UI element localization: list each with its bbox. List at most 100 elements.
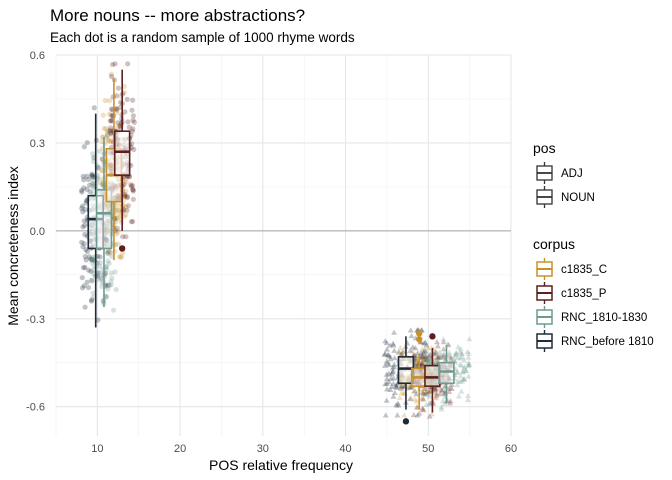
data-point: [447, 354, 454, 360]
data-point: [419, 360, 426, 367]
data-point: [419, 405, 426, 411]
data-point: [424, 356, 431, 362]
data-point: [88, 256, 94, 262]
legend-corpus-label: RNC_before 1810: [561, 336, 654, 348]
data-point: [97, 254, 103, 260]
x-axis-title: POS relative frequency: [209, 457, 353, 473]
boxplots: [87, 69, 455, 425]
data-point: [112, 61, 118, 67]
data-point: [421, 346, 428, 352]
data-point: [426, 357, 433, 363]
data-point: [390, 368, 397, 374]
data-point: [106, 282, 112, 288]
data-point: [424, 344, 431, 351]
data-point: [90, 183, 96, 189]
data-point: [398, 389, 405, 395]
data-point: [418, 354, 425, 361]
data-point: [431, 386, 438, 392]
data-point: [458, 378, 465, 384]
data-point: [81, 241, 87, 247]
data-point: [124, 207, 130, 214]
data-point: [97, 263, 103, 269]
data-point: [391, 363, 398, 370]
data-point: [129, 128, 135, 134]
data-point: [102, 97, 108, 104]
data-point: [90, 151, 96, 157]
x-tick-label: 20: [174, 443, 186, 455]
data-point: [104, 266, 110, 272]
data-point: [90, 290, 96, 296]
data-point: [98, 167, 105, 173]
data-point: [453, 350, 460, 356]
box-outlier: [402, 418, 410, 425]
data-point: [129, 107, 135, 113]
data-point: [412, 355, 419, 361]
data-point: [115, 207, 122, 214]
data-point: [432, 386, 439, 392]
data-point: [390, 375, 397, 381]
data-point: [389, 365, 396, 371]
data-point: [422, 390, 429, 396]
data-point: [407, 395, 414, 402]
data-point: [432, 359, 439, 365]
data-point: [440, 351, 447, 357]
data-point: [388, 371, 395, 377]
data-point: [391, 329, 398, 335]
data-point: [458, 351, 465, 357]
data-point: [390, 393, 397, 399]
data-point: [103, 264, 109, 270]
data-point: [394, 412, 401, 418]
data-point: [453, 351, 460, 357]
data-point: [395, 349, 402, 355]
data-point: [438, 352, 445, 359]
data-point: [425, 360, 432, 366]
data-point: [418, 396, 425, 402]
data-point: [86, 182, 93, 188]
data-point: [114, 225, 120, 231]
box-body: [113, 130, 131, 176]
data-point: [419, 346, 426, 352]
data-point: [393, 402, 400, 408]
data-point: [108, 129, 115, 136]
data-point: [384, 386, 391, 392]
data-point: [385, 370, 392, 376]
data-point: [108, 137, 114, 144]
data-point: [381, 351, 388, 357]
data-point: [106, 138, 112, 144]
data-point: [79, 285, 86, 291]
data-point: [90, 267, 96, 274]
data-point: [432, 394, 439, 400]
y-tick-label: 0.6: [30, 50, 45, 62]
data-point: [419, 389, 426, 395]
data-point: [432, 385, 439, 391]
data-point: [436, 354, 443, 360]
data-point: [393, 383, 400, 389]
data-point: [84, 173, 90, 179]
data-point: [398, 350, 405, 356]
data-point: [119, 254, 125, 260]
data-point: [122, 109, 128, 115]
data-point: [392, 382, 399, 388]
data-point: [387, 342, 394, 348]
data-point: [80, 265, 87, 271]
data-point: [465, 373, 472, 379]
data-point: [90, 270, 96, 277]
data-point: [129, 183, 136, 189]
data-point: [395, 402, 402, 408]
data-point: [84, 186, 90, 192]
data-point: [103, 294, 109, 300]
data-point: [386, 353, 393, 359]
data-point: [84, 279, 90, 285]
data-point: [126, 124, 132, 130]
data-point: [459, 368, 466, 374]
data-point: [426, 393, 433, 399]
data-point: [422, 340, 429, 346]
data-point: [420, 396, 427, 402]
data-point: [465, 361, 472, 368]
data-point: [453, 350, 460, 356]
legend-corpus-label: RNC_1810-1830: [561, 312, 647, 324]
data-point: [388, 375, 395, 381]
data-point: [117, 123, 123, 129]
data-point: [418, 355, 425, 361]
data-point: [116, 211, 122, 218]
